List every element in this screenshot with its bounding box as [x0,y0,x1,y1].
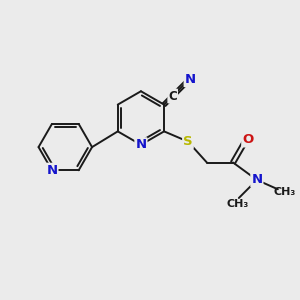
Text: N: N [251,173,262,187]
Text: S: S [183,135,193,148]
Text: N: N [135,138,146,151]
Text: CH₃: CH₃ [226,200,248,209]
Text: N: N [46,164,58,177]
Text: C: C [168,89,177,103]
Text: N: N [185,73,196,86]
Text: O: O [242,134,254,146]
Text: CH₃: CH₃ [274,187,296,196]
